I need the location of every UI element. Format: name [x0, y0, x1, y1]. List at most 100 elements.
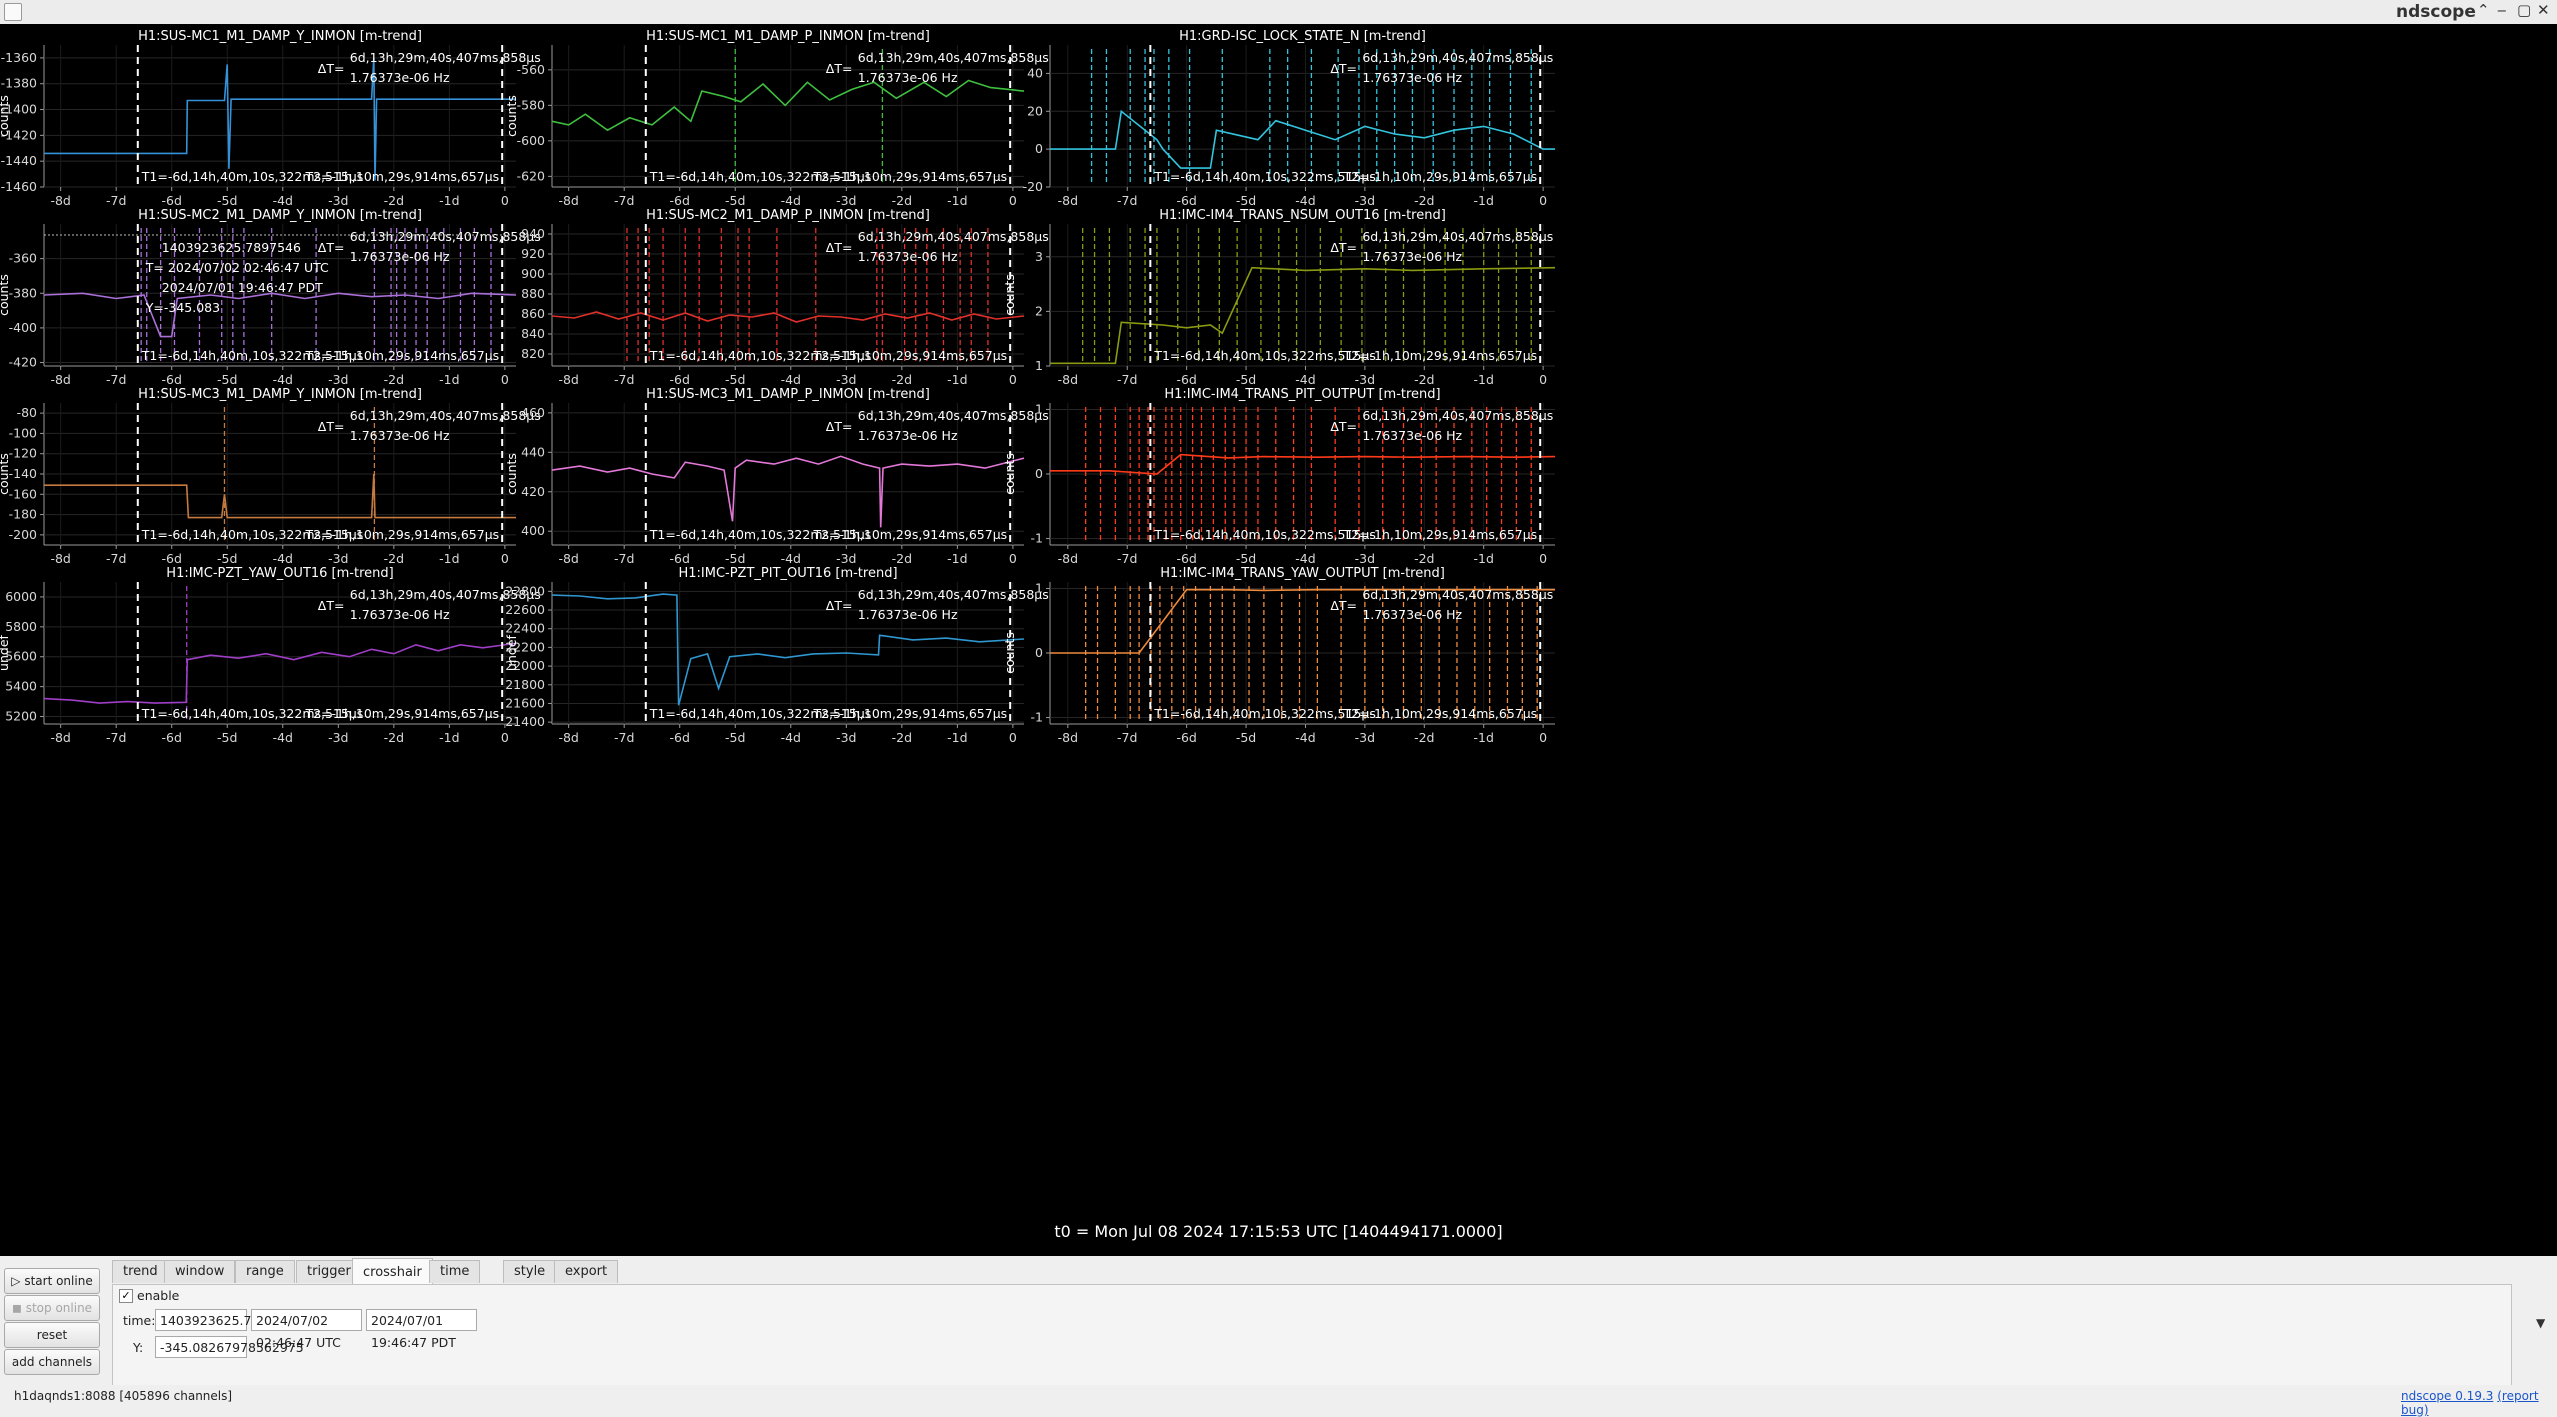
- delta-t-label: ΔT=: [1330, 598, 1357, 613]
- crosshair-panel: ✓ enable time: 1403923625.7897546 2024/0…: [112, 1284, 2512, 1394]
- plot-title: H1:IMC-IM4_TRANS_PIT_OUTPUT [m-trend]: [1164, 387, 1440, 402]
- x-tick-label: -6d: [670, 372, 690, 387]
- plot-canvas[interactable]: H1:SUS-MC1_M1_DAMP_Y_INMON [m-trend] -136…: [0, 24, 2557, 1256]
- y-tick-label: -600: [517, 133, 545, 148]
- t1-label: T1=-6d,14h,40m,10s,322ms,515µs: [649, 527, 872, 542]
- plot-panel-2[interactable]: H1:SUS-MC1_M1_DAMP_P_INMON [m-trend] -560…: [504, 29, 1049, 208]
- x-tick-label: -3d: [328, 551, 348, 566]
- start-online-button[interactable]: ▷ start online: [4, 1268, 100, 1294]
- time-utc-field[interactable]: 2024/07/02 02:46:47 UTC: [251, 1309, 362, 1350]
- stop-online-button[interactable]: ◼ stop online: [4, 1295, 100, 1321]
- plot-panel-4[interactable]: H1:SUS-MC2_M1_DAMP_Y_INMON [m-trend] -360…: [0, 208, 541, 387]
- delta-t-value: 6d,13h,29m,40s,407ms,858µs: [858, 587, 1049, 602]
- x-tick-label: -1d: [1474, 551, 1494, 566]
- x-tick-label: -1d: [439, 193, 459, 208]
- y-tick-label: -620: [517, 168, 545, 183]
- delta-t-frequency: 1.76373e-06 Hz: [1362, 70, 1462, 85]
- y-tick-label: -560: [517, 62, 545, 77]
- delta-t-frequency: 1.76373e-06 Hz: [350, 607, 450, 622]
- y-tick-label: 2: [1035, 303, 1043, 318]
- plot-panel-10[interactable]: H1:IMC-PZT_YAW_OUT16 [m-trend] 6000 5800 56…: [0, 566, 541, 745]
- plot-panel-1[interactable]: H1:SUS-MC1_M1_DAMP_Y_INMON [m-trend] -136…: [0, 29, 541, 208]
- y-axis-label: undef: [504, 634, 519, 670]
- window-minimize-button[interactable]: ‒: [2497, 1, 2507, 19]
- play-icon: ▷: [11, 1274, 25, 1288]
- y-tick-label: 1: [1035, 580, 1043, 595]
- x-tick-label: -1d: [947, 551, 967, 566]
- delta-t-value: 6d,13h,29m,40s,407ms,858µs: [350, 408, 541, 423]
- trace-line: [1050, 109, 1555, 169]
- window-shade-button[interactable]: ⌃: [2477, 1, 2490, 19]
- x-tick-label: 0: [501, 193, 509, 208]
- tab-time-axis[interactable]: time axis: [429, 1260, 481, 1301]
- plot-panel-7[interactable]: H1:SUS-MC3_M1_DAMP_Y_INMON [m-trend] -80 -…: [0, 387, 541, 566]
- x-tick-label: -7d: [614, 730, 634, 745]
- y-axis-label: counts: [1002, 453, 1017, 495]
- x-tick-label: -3d: [1355, 551, 1375, 566]
- plot-title: H1:IMC-PZT_PIT_OUT16 [m-trend]: [678, 566, 897, 581]
- x-tick-label: -8d: [1058, 193, 1078, 208]
- delta-t-label: ΔT=: [1330, 61, 1357, 76]
- x-tick-label: -5d: [725, 372, 745, 387]
- y-value-field[interactable]: -345.08267978562975: [155, 1336, 304, 1358]
- time-pdt-field[interactable]: 2024/07/01 19:46:47 PDT: [366, 1309, 477, 1350]
- y-tick-label: 940: [521, 226, 545, 241]
- x-tick-label: -2d: [384, 193, 404, 208]
- tab-crosshair[interactable]: crosshair: [352, 1258, 433, 1284]
- plot-grid[interactable]: H1:SUS-MC1_M1_DAMP_Y_INMON [m-trend]-136…: [0, 24, 2557, 1256]
- x-tick-label: 0: [1009, 372, 1017, 387]
- t1-label: T1=-6d,14h,40m,10s,322ms,515µs: [141, 527, 364, 542]
- window-maximize-button[interactable]: ▢: [2517, 1, 2532, 19]
- plot-panel-5[interactable]: H1:SUS-MC2_M1_DAMP_P_INMON [m-trend] 940 9…: [521, 208, 1049, 387]
- time-gps-field[interactable]: 1403923625.7897546: [155, 1309, 299, 1331]
- tab-export[interactable]: export: [554, 1260, 619, 1283]
- x-tick-label: -2d: [1414, 372, 1434, 387]
- y-tick-label: -100: [9, 425, 37, 440]
- y-tick-label: 5400: [5, 679, 37, 694]
- t2-label: T2=-1h,10m,29s,914ms,657µs: [304, 706, 499, 721]
- y-axis-label: counts: [1002, 274, 1017, 316]
- y-axis-label: counts: [504, 453, 519, 495]
- delta-t-frequency: 1.76373e-06 Hz: [858, 249, 958, 264]
- enable-checkbox[interactable]: ✓: [119, 1289, 133, 1303]
- window-close-button[interactable]: ✕: [2537, 1, 2550, 19]
- y-tick-label: -400: [9, 320, 37, 335]
- y-tick-label: -360: [9, 251, 37, 266]
- crosshair-y: Y=-345.083: [145, 300, 220, 315]
- plot-panel-3[interactable]: H1:GRD-ISC_LOCK_STATE_N [m-trend] 40 20 0 -2…: [1023, 29, 1555, 208]
- x-tick-label: -4d: [273, 372, 293, 387]
- t2-label: T2=-1h,10m,29s,914ms,657µs: [1342, 169, 1537, 184]
- reset-button[interactable]: reset: [4, 1322, 100, 1348]
- tab-trend[interactable]: trend: [112, 1260, 169, 1283]
- y-tick-label: -1460: [1, 179, 37, 194]
- plot-panel-12[interactable]: H1:IMC-IM4_TRANS_YAW_OUTPUT [m-trend]10-…: [1002, 566, 1555, 745]
- version-link[interactable]: ndscope 0.19.3: [2401, 1389, 2494, 1403]
- x-tick-label: -4d: [1295, 193, 1315, 208]
- add-channels-button[interactable]: add channels: [4, 1349, 100, 1375]
- t1-label: T1=-6d,14h,40m,10s,322ms,515µs: [1153, 706, 1376, 721]
- plot-panel-11[interactable]: H1:IMC-PZT_PIT_OUT16 [m-trend] 22800 22600…: [504, 566, 1049, 745]
- t0-label: t0 = Mon Jul 08 2024 17:15:53 UTC [14044…: [1054, 1222, 1503, 1241]
- x-tick-label: 0: [1539, 193, 1547, 208]
- tab-style[interactable]: style: [503, 1260, 557, 1283]
- stop-online-label: stop online: [25, 1301, 93, 1315]
- tab-range[interactable]: range: [235, 1260, 295, 1283]
- tab-trigger[interactable]: trigger: [296, 1260, 362, 1283]
- y-tick-label: 22800: [505, 583, 545, 598]
- tab-window[interactable]: window: [164, 1260, 236, 1283]
- x-tick-label: -4d: [1295, 730, 1315, 745]
- plot-panel-6[interactable]: H1:IMC-IM4_TRANS_NSUM_OUT16 [m-trend] 3 2 1…: [1002, 208, 1555, 387]
- panel-expand-icon[interactable]: ▼: [2536, 1316, 2546, 1330]
- x-tick-label: -5d: [217, 193, 237, 208]
- plot-panel-8[interactable]: H1:SUS-MC3_M1_DAMP_P_INMON [m-trend] 460 4…: [504, 387, 1049, 566]
- y-tick-label: 0: [1035, 141, 1043, 156]
- plot-title: H1:IMC-IM4_TRANS_YAW_OUTPUT [m-trend]: [1160, 566, 1445, 581]
- x-tick-label: -5d: [217, 730, 237, 745]
- y-tick-label: -1: [1031, 531, 1043, 546]
- window-titlebar: ndscope ⌃ ‒ ▢ ✕: [0, 0, 2557, 25]
- y-axis-label: counts: [504, 95, 519, 137]
- x-tick-label: -6d: [162, 730, 182, 745]
- x-tick-label: -7d: [614, 551, 634, 566]
- server-status: h1daqnds1:8088 [405896 channels]: [14, 1389, 233, 1403]
- plot-panel-9[interactable]: H1:IMC-IM4_TRANS_PIT_OUTPUT [m-trend]10-…: [1002, 387, 1555, 566]
